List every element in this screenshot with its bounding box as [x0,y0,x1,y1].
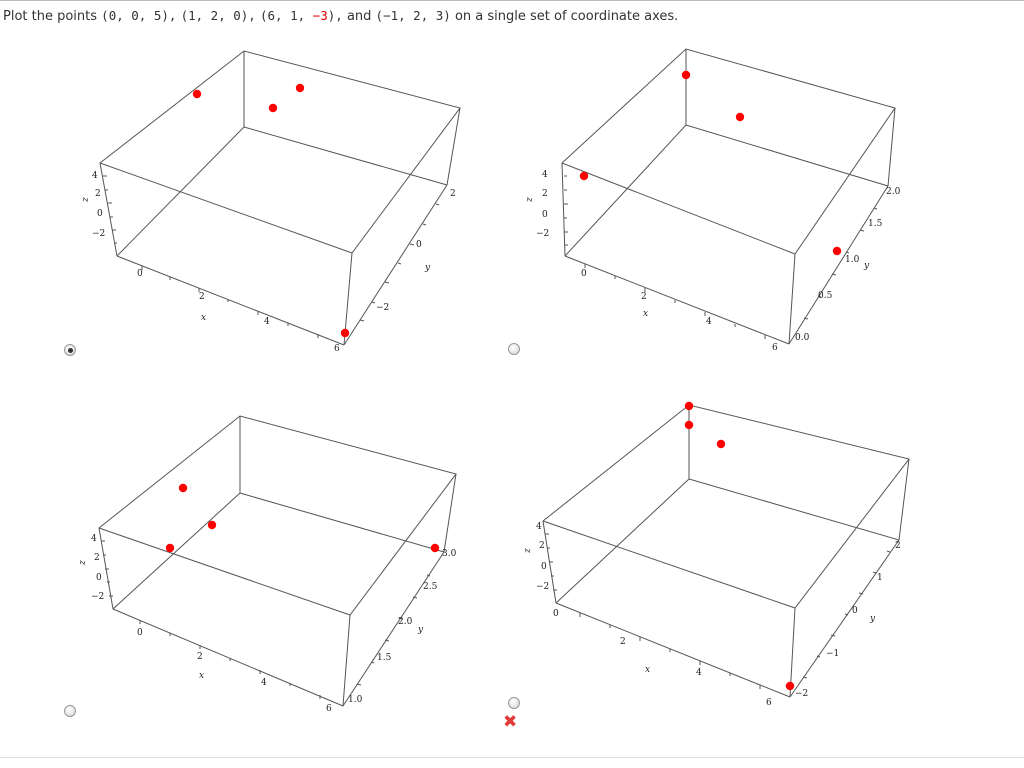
plot-d-x-tick: 2 [620,637,626,647]
plot-b-x-label: x [643,309,648,319]
plot-a-x-tick: 4 [264,317,270,327]
plot-c-point [207,520,217,530]
plot-b-y-label: y [863,261,870,271]
plot-a-z-tick: −2 [92,229,105,239]
plot-b-x-tick: 0 [581,269,587,279]
point-3: (6, 1, −3), [259,8,343,23]
plot-c-x-tick: 0 [137,628,143,638]
plot-c-point [430,543,440,553]
plot-a-z-tick: 0 [97,209,103,219]
plot-a-y-tick: −2 [376,303,389,313]
plot-c-z-label: z [78,560,88,566]
point-2: (1, 2, 0), [180,8,256,23]
plot-c-y-tick: 2.0 [398,617,413,627]
option-b-radio[interactable] [508,343,520,355]
plot-b-point [681,70,691,80]
plot-d-z-tick: 2 [539,541,545,551]
plot-b-box [561,48,896,345]
plot-d-point [684,401,694,411]
plot-a-point [268,103,278,113]
plot-c-y-tick: 1.5 [377,653,392,663]
plot-b-point [735,112,745,122]
plot-b-x-tick: 2 [641,292,647,302]
plot-a-point [295,83,305,93]
plot-a-point [192,89,202,99]
plot-a-x-tick: 0 [137,269,143,279]
plot-d-point [785,681,795,691]
plot-c-z-tick: −2 [91,592,104,602]
option-c-radio[interactable] [64,705,76,717]
plot-b-z-tick: 2 [542,189,548,199]
plot-c-z-tick: 2 [94,553,100,563]
plot-d-point [716,439,726,449]
plot-b-y-tick: 1.0 [845,255,860,265]
plot-d-z-tick: −2 [536,582,549,592]
plot-c-z-tick: 4 [91,534,97,544]
plot-b-x-tick: 6 [772,343,778,353]
plot-d-y-tick: 1 [877,573,883,583]
plot-b-y-tick: 0.5 [818,291,833,301]
plot-c-y-tick: 1.0 [348,695,363,705]
data-points [165,70,842,691]
option-d-radio[interactable] [508,697,520,709]
plot-d-box [542,404,910,698]
plot-a-y-tick: 0 [416,240,422,250]
bottom-divider [0,757,1024,758]
plot-a-z-tick: 2 [95,189,101,199]
plot-c-x-tick: 6 [326,704,332,714]
plot-a-x-tick: 2 [199,292,205,302]
plot-c-x-label: x [199,671,204,681]
plot-d-y-tick: −2 [795,689,808,699]
plot-a-y-label: y [424,263,431,273]
plot-a-x-tick: 6 [334,344,340,354]
plot-b-point [579,171,589,181]
top-divider [0,0,1024,1]
plot-d-z-tick: 0 [541,562,547,572]
axis-tick-marks [101,175,891,699]
plot-d-y-tick: −1 [826,649,839,659]
point-1: (0, 0, 5), [101,8,177,23]
plot-d-z-tick: 4 [536,522,542,532]
plot-c-box [98,415,457,707]
plot-d-x-label: x [645,665,650,675]
point-4: (−1, 2, 3) [375,8,451,23]
plot-d-x-tick: 4 [696,668,702,678]
plot-d-y-tick: 0 [852,606,858,616]
plot-c-point [165,543,175,553]
plot-a-box [99,50,461,346]
plot-c-y-tick: 2.5 [423,582,438,592]
option-a-radio[interactable] [64,344,76,356]
plot-a-point [340,328,350,338]
plot-d-x-tick: 6 [766,698,772,708]
plot-b-z-tick: −2 [536,229,549,239]
plot-d-point [684,420,694,430]
plot-c-point [178,483,188,493]
plot-a-z-label: z [81,197,91,203]
plot-c-y-tick: 3.0 [442,549,457,559]
plot-a-z-tick: 4 [92,171,98,181]
plot-b-y-tick: 0.0 [795,333,810,343]
plot-b-y-tick: 2.0 [886,187,901,197]
plot-c-x-tick: 4 [261,678,267,688]
plot-d-z-label: z [523,548,533,554]
plot-b-z-tick: 0 [542,210,548,220]
plot-b-point [832,246,842,256]
plot-d-y-tick: 2 [895,541,901,551]
plot-d-y-label: y [869,614,876,624]
incorrect-x-icon: ✖ [503,712,518,732]
plot-a-y-tick: 2 [450,189,456,199]
plot-b-x-tick: 4 [706,317,712,327]
plot-c-z-tick: 0 [96,573,102,583]
plot-b-y-tick: 1.5 [868,219,883,229]
plot-c-x-tick: 2 [197,652,203,662]
plot-a-x-label: x [201,313,206,323]
plot-c-y-label: y [417,625,424,635]
plot-b-z-label: z [525,197,535,203]
plot-d-x-tick: 0 [553,609,559,619]
question-text: Plot the points (0, 0, 5), (1, 2, 0), (6… [3,8,679,24]
plot-b-z-tick: 4 [542,170,548,180]
